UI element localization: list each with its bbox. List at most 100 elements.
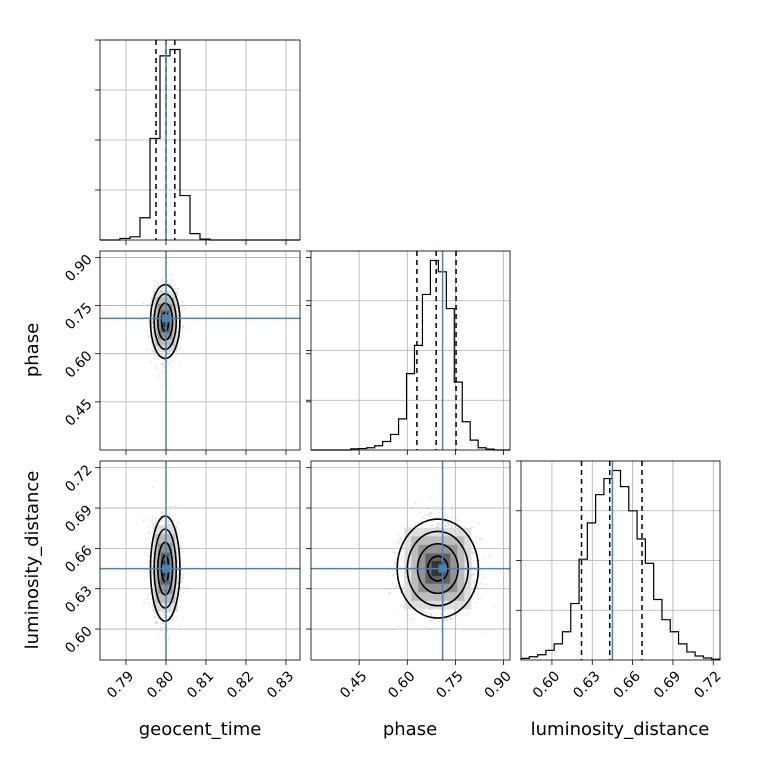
sample-point [145,538,147,541]
y-tick-label-phase: 0.90 [62,252,95,285]
sample-point [168,637,171,639]
sample-point [418,521,420,524]
sample-point [388,587,390,590]
sample-point [180,581,183,584]
sample-point [445,618,448,621]
sample-point [440,630,443,633]
truth-marker [162,564,170,573]
sample-point [172,519,175,522]
y-axis-label-phase: phase [22,323,43,377]
sample-point [163,358,166,361]
sample-point [424,517,427,520]
sample-point [479,598,481,601]
sample-point [395,585,398,588]
sample-point [179,544,182,547]
sample-point [513,587,515,589]
sample-point [162,354,164,357]
frame-phase [310,250,511,451]
sample-point [147,594,150,597]
sample-point [174,287,177,290]
sample-point [455,623,458,626]
sample-point [180,573,183,576]
sample-point [429,496,432,499]
sample-point [169,274,172,276]
sample-point [453,609,456,612]
sample-point [394,561,397,564]
sample-point [162,355,165,358]
sample-point [160,280,163,283]
sample-point [180,337,183,340]
sample-point [447,522,450,524]
sample-point [152,522,154,525]
sample-point [479,582,482,585]
sample-point [162,622,164,625]
sample-point [478,538,481,541]
sample-point [450,524,453,527]
sample-point [161,268,164,270]
sample-point [156,367,158,370]
x-tick-label-phase: 0.90 [482,668,515,701]
sample-point [476,586,479,589]
sample-point [429,627,432,630]
sample-point [168,353,171,355]
sample-point [151,326,154,329]
x-tick-label-phase: 0.45 [337,668,370,701]
sample-point [159,289,162,292]
y-tick-label-luminosity_distance: 0.69 [62,502,95,535]
contour-level-1 [157,302,174,341]
x-tick-label-geocent_time: 0.83 [264,668,297,701]
sample-point [482,556,485,559]
sample-point [168,513,171,515]
sample-point [142,519,145,522]
x-tick-label-geocent_time: 0.82 [224,668,257,701]
sample-point [430,613,432,616]
sample-point [151,605,154,607]
sample-point [436,524,439,527]
sample-point [149,341,152,344]
sample-point [447,524,450,527]
sample-point [456,519,458,522]
sample-point [157,636,160,639]
sample-point [151,321,154,324]
sample-point [166,629,169,632]
sample-point [401,586,404,588]
sample-point [150,565,153,568]
y-tick-label-luminosity_distance: 0.72 [62,462,95,495]
sample-point [392,574,395,577]
contour-level-3 [149,283,181,360]
sample-point [174,505,177,508]
sample-point [446,522,449,525]
sample-point [478,559,481,562]
sample-point [449,616,452,619]
sample-point [151,519,153,522]
sample-point [450,618,453,620]
sample-point [168,289,171,292]
y-tick-label-phase: 0.45 [62,396,95,429]
frame-pair-2_0 [99,460,301,661]
sample-point [177,314,180,317]
sample-point [436,522,439,525]
sample-point [438,522,441,525]
sample-point [477,598,480,600]
sample-point [168,283,171,285]
sample-point [168,520,171,523]
sample-point [427,512,430,515]
scatter-panel-geocent_time-luminosity_distance [100,461,300,660]
sample-point [398,565,401,568]
sample-point [471,551,473,553]
sample-point [177,292,180,295]
sample-point [161,288,164,290]
sample-point [451,617,454,620]
y-axis-label-luminosity_distance: luminosity_distance [22,471,43,650]
sample-point [179,347,182,350]
sample-point [162,614,165,617]
sample-point [402,605,405,608]
sample-point [148,339,151,342]
sample-point [451,508,454,510]
sample-point [173,288,176,291]
x-axis-label-luminosity_distance: luminosity_distance [531,719,710,740]
sample-point [478,573,481,576]
sample-point [157,355,159,358]
sample-point [155,287,158,290]
sample-point [185,590,188,593]
